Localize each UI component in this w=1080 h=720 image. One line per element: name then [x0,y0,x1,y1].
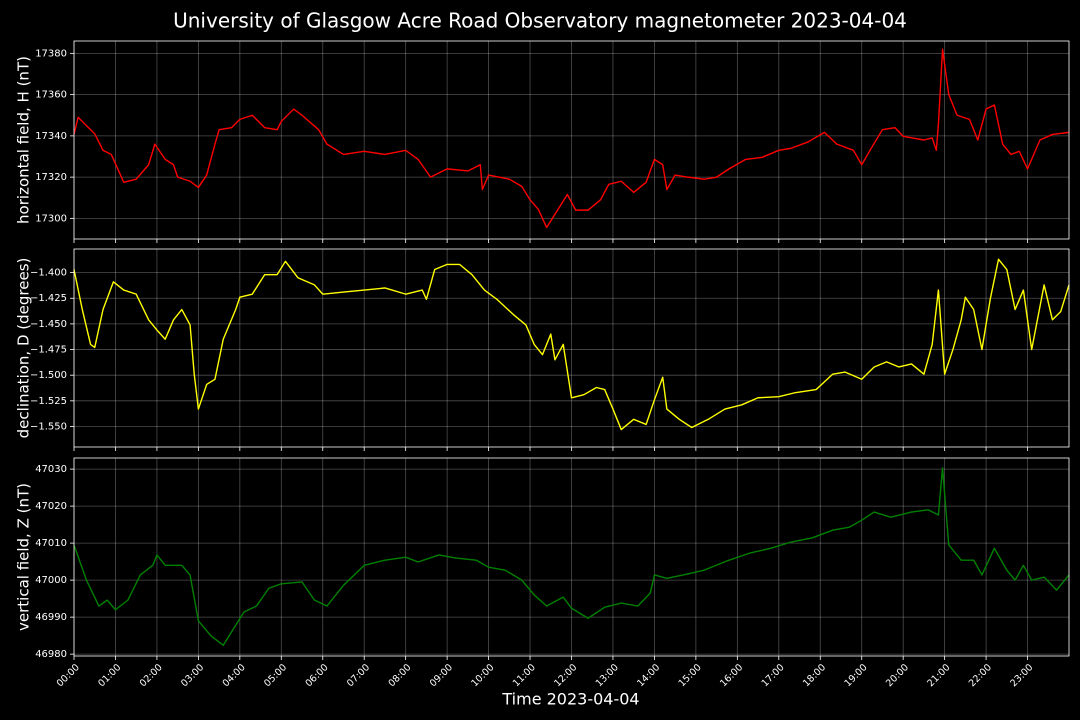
y-tick-label: 47030 [35,464,67,475]
chart-title: University of Glasgow Acre Road Observat… [173,9,907,33]
axes-frame [73,40,1070,240]
y-tick-label: −1.550 [30,421,67,432]
y-tick-label: 47010 [35,538,67,549]
axes-frame [73,457,1070,657]
x-axis-label: Time 2023-04-04 [501,690,639,709]
data-line [73,258,1070,431]
y-tick-label: 17320 [35,172,67,183]
y-axis-label: vertical field, Z (nT) [15,483,33,631]
y-tick-label: 46980 [35,649,67,660]
y-tick-label: 17360 [35,90,67,101]
y-tick-label: −1.475 [30,345,67,356]
y-tick-label: 47020 [35,501,67,512]
y-tick-label: −1.425 [30,293,67,304]
y-tick-label: −1.400 [30,268,67,279]
y-tick-label: −1.500 [30,370,67,381]
y-tick-label: 17340 [35,131,67,142]
y-tick-label: −1.450 [30,319,67,330]
y-tick-label: −1.525 [30,396,67,407]
data-line [73,48,1070,229]
data-line [73,467,1070,646]
y-axis-label: declination, D (degrees) [15,258,33,439]
y-axis-label: horizontal field, H (nT) [15,56,33,224]
y-tick-label: 17380 [35,48,67,59]
axes-frame [73,248,1070,448]
y-tick-label: 17300 [35,213,67,224]
y-tick-label: 46990 [35,612,67,623]
y-tick-label: 47000 [35,575,67,586]
